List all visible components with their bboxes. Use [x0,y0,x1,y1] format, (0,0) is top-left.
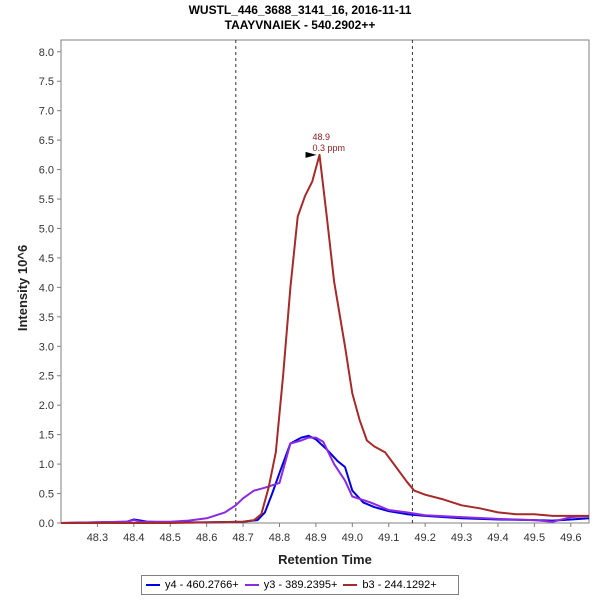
y-tick-label: 2.5 [39,371,54,383]
y-tick-label: 4.0 [39,282,54,294]
plot-frame [60,39,590,524]
legend-label: y3 - 389.2395+ [263,579,338,591]
y-tick-label: 3.0 [39,341,54,353]
x-tick-label: 49.2 [414,532,435,544]
x-tick-label: 49.6 [560,532,581,544]
legend-swatch [244,584,259,586]
x-tick-label: 48.7 [232,532,253,544]
y-axis-label: Intensity 10^6 [15,245,30,331]
x-tick-label: 48.8 [269,532,290,544]
y-tick-label: 0.5 [39,489,54,501]
y-tick-label: 5.0 [39,223,54,235]
y-tick-label: 7.0 [39,106,54,118]
y-axis: 0.0 0.5 1.0 1.5 2.0 2.5 3.0 3.5 4.0 4.5 5.0 5.5 6.0 6… [39,47,61,530]
x-axis: 48.3 48.4 48.5 48.6 48.7 48.8 48.9 49.0 49.1 49.2… [87,523,582,544]
y-tick-label: 6.0 [39,165,54,177]
y-tick-label: 7.5 [39,76,54,88]
x-tick-label: 48.6 [196,532,217,544]
x-tick-label: 48.4 [123,532,144,544]
legend-item: y4 - 460.2766+ [146,579,239,591]
legend-swatch [343,584,358,586]
legend-label: y4 - 460.2766+ [165,579,239,591]
x-tick-label: 48.9 [305,532,326,544]
y-tick-label: 1.0 [39,459,54,471]
x-axis-label: Retention Time [278,552,372,567]
legend-item: y3 - 389.2395+ [244,579,338,591]
chart-legend: y4 - 460.2766+ y3 - 389.2395+ b3 - 244.129… [141,575,459,595]
x-tick-label: 49.4 [487,532,508,544]
integration-boundaries [235,40,413,523]
peak-annotation: 48.9 0.3 ppm [305,132,346,158]
x-tick-label: 48.3 [87,532,108,544]
peak-ppm-label: 0.3 ppm [313,143,346,153]
legend-label: b3 - 244.1292+ [362,579,437,591]
plot-area [60,39,590,524]
x-tick-label: 49.0 [342,532,363,544]
y-tick-label: 4.5 [39,253,54,265]
legend-swatch [146,584,160,586]
chart-subtitle: TAAYVNAIEK - 540.2902++ [225,18,376,32]
y-tick-label: 3.5 [39,312,54,324]
y-tick-label: 6.5 [39,135,54,147]
peak-rt-label: 48.9 [313,132,331,142]
series-line-y3 [60,436,590,524]
y-tick-label: 5.5 [39,194,54,206]
legend-item: b3 - 244.1292+ [343,579,437,591]
x-tick-label: 49.5 [524,532,545,544]
x-tick-label: 48.5 [160,532,181,544]
series-line-b3 [61,153,589,524]
chart-title: WUSTL_446_3688_3141_16, 2016-11-11 [189,3,412,17]
series-layer [60,153,590,524]
y-tick-label: 0.0 [39,518,54,530]
y-tick-label: 2.0 [39,400,54,412]
x-tick-label: 49.3 [451,532,472,544]
y-tick-label: 1.5 [39,430,54,442]
x-tick-label: 49.1 [378,532,399,544]
y-tick-label: 8.0 [39,47,54,59]
peak-marker-icon [305,151,317,158]
